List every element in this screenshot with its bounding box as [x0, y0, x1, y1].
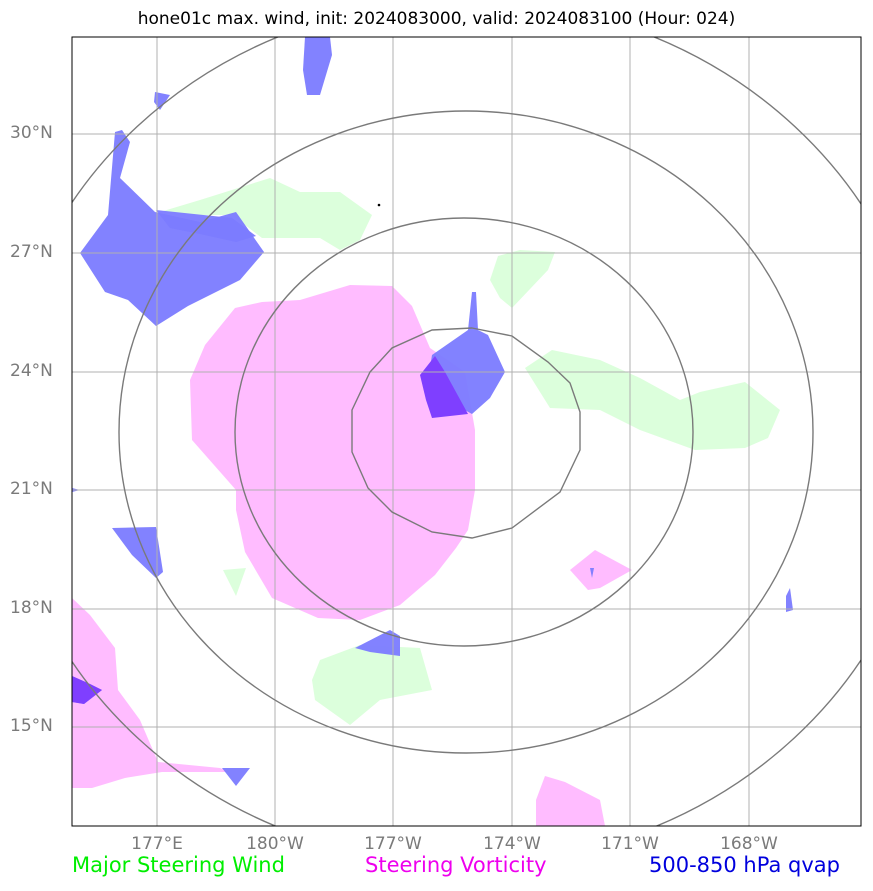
lon-label-177e: 177°E — [131, 834, 183, 854]
vorticity-main — [190, 285, 475, 620]
wind-area-east — [525, 350, 780, 450]
vorticity-east-small — [570, 550, 632, 590]
map-title: hone01c max. wind, init: 2024083000, val… — [137, 9, 736, 29]
lon-label-168w: 168°W — [720, 834, 778, 854]
overlap-southwest — [72, 676, 102, 704]
lat-label-27n: 27°N — [10, 242, 53, 262]
lat-label-21n: 21°N — [10, 479, 53, 499]
marker-dot — [377, 203, 381, 207]
wind-area-south — [312, 645, 432, 725]
ring-inner — [351, 327, 581, 539]
lon-label-174w: 174°W — [483, 834, 541, 854]
qvap-northwest-band — [156, 210, 256, 242]
vorticity-southwest — [72, 598, 230, 788]
qvap-north-small — [154, 92, 170, 110]
wind-area-north-east — [490, 250, 555, 308]
steering-vorticity-layer — [72, 285, 632, 826]
ring-outer — [118, 110, 814, 754]
gridlines — [72, 37, 861, 826]
plot-frame — [71, 36, 862, 827]
wind-area-small — [223, 568, 246, 596]
legend-steering-vorticity: Steering Vorticity — [365, 853, 547, 877]
lon-label-177w: 177°W — [364, 834, 422, 854]
lat-label-30n: 30°N — [10, 123, 53, 143]
lat-label-18n: 18°N — [10, 598, 53, 618]
qvap-south-center — [355, 630, 400, 656]
lat-label-15n: 15°N — [10, 716, 53, 736]
lon-label-180w: 180°W — [246, 834, 304, 854]
ring-middle — [234, 217, 694, 647]
distance-rings — [72, 37, 861, 826]
vorticity-south — [536, 776, 605, 826]
qvap-south-small — [222, 768, 250, 786]
qvap-tiny-east — [590, 568, 594, 578]
qvap-east-dot — [786, 588, 793, 612]
qvap-north-top — [303, 37, 332, 95]
lat-label-24n: 24°N — [10, 361, 53, 381]
legend-steering-wind: Major Steering Wind — [72, 853, 285, 877]
steering-wind-layer — [160, 178, 780, 725]
lon-label-171w: 171°W — [601, 834, 659, 854]
legend-qvap: 500-850 hPa qvap — [649, 853, 840, 877]
wind-area-north — [160, 178, 372, 250]
